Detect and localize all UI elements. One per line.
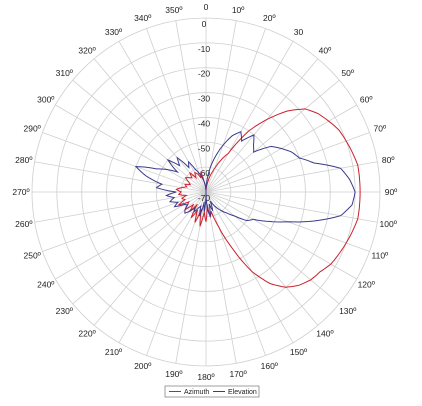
grid-spoke-300 — [55, 104, 207, 193]
series-line-elevation — [134, 131, 356, 223]
angle-label-290: 290º — [24, 124, 41, 134]
radial-tick-labels: 0 -10 -20 -30 -40 -50 -60 -70 — [198, 19, 211, 203]
radial-label-7: -70 — [198, 193, 211, 203]
angle-label-340: 340º — [134, 13, 151, 23]
legend-box — [164, 385, 260, 398]
angle-label-190: 190º — [165, 369, 182, 379]
legend-label-elevation: Elevation — [228, 389, 257, 396]
angle-label-80: 80º — [382, 155, 395, 165]
angle-label-140: 140º — [316, 329, 333, 339]
grid-spoke-220 — [93, 191, 207, 326]
angle-label-100: 100º — [380, 219, 397, 229]
series-line-azimuth — [175, 108, 361, 288]
grid-spoke-10 — [205, 20, 237, 193]
angle-label-160: 160º — [261, 361, 278, 371]
grid-spoke-230 — [72, 191, 207, 305]
grid-spoke-100 — [205, 191, 378, 223]
grid-spoke-260 — [34, 191, 207, 223]
angle-label-330: 330º — [105, 27, 122, 37]
grid-spoke-340 — [146, 28, 207, 193]
angle-label-180: 180º — [197, 372, 214, 382]
angle-label-220: 220º — [78, 329, 95, 339]
radial-label-4: -40 — [198, 118, 211, 128]
radial-label-5: -50 — [198, 143, 211, 153]
angle-label-310: 310º — [56, 68, 73, 78]
angle-label-120: 120º — [358, 280, 375, 290]
polar-grid — [31, 17, 381, 367]
angular-tick-labels: 0 10º 20º 30 40º 50º 60º 70º 80º 90º 100º 110º 120º 1… — [12, 2, 397, 382]
radial-label-0: 0 — [202, 19, 207, 29]
angle-label-40: 40º — [319, 45, 332, 55]
angle-label-280: 280º — [15, 155, 32, 165]
grid-spoke-310 — [72, 79, 207, 193]
radial-label-2: -20 — [198, 69, 211, 79]
legend-label-azimuth: Azimuth — [184, 389, 209, 396]
grid-spoke-200 — [146, 191, 207, 356]
angle-label-150: 150º — [290, 347, 307, 357]
angle-label-300: 300º — [37, 95, 54, 105]
grid-spoke-20 — [205, 28, 266, 193]
angle-label-90: 90º — [385, 187, 398, 197]
angle-label-250: 250º — [24, 250, 41, 260]
legend: Azimuth Elevation — [164, 385, 260, 398]
angle-label-20: 20º — [263, 13, 276, 23]
grid-spoke-30 — [205, 41, 294, 193]
grid-spoke-70 — [205, 132, 370, 193]
grid-spoke-120 — [205, 191, 357, 280]
angle-label-110: 110º — [372, 250, 389, 260]
grid-spoke-280 — [34, 161, 207, 193]
grid-spoke-240 — [55, 191, 207, 280]
grid-spoke-150 — [205, 191, 294, 343]
angle-label-170: 170º — [229, 369, 246, 379]
grid-spoke-130 — [205, 191, 340, 305]
grid-spoke-290 — [42, 132, 207, 193]
angle-label-70: 70º — [374, 124, 387, 134]
grid-spoke-50 — [205, 79, 340, 193]
angle-label-130: 130º — [339, 306, 356, 316]
radial-label-1: -10 — [198, 44, 211, 54]
angle-label-240: 240º — [37, 280, 54, 290]
grid-spoke-80 — [205, 161, 378, 193]
grid-spoke-320 — [93, 58, 207, 193]
grid-spoke-170 — [205, 191, 237, 364]
angle-label-350: 350º — [165, 5, 182, 15]
angle-label-260: 260º — [15, 219, 32, 229]
grid-spoke-330 — [118, 41, 207, 193]
angle-label-30: 30 — [294, 27, 304, 37]
radial-label-6: -60 — [198, 168, 211, 178]
angle-label-10: 10º — [232, 5, 245, 15]
angle-label-270: 270º — [12, 187, 29, 197]
angle-label-210: 210º — [105, 347, 122, 357]
grid-spoke-350 — [175, 20, 207, 193]
angle-label-230: 230º — [56, 306, 73, 316]
grid-spoke-190 — [175, 191, 207, 364]
grid-spoke-160 — [205, 191, 266, 356]
grid-spoke-140 — [205, 191, 319, 326]
angle-label-320: 320º — [78, 45, 95, 55]
series-lines — [134, 108, 361, 288]
radial-label-3: -30 — [198, 94, 211, 104]
grid-spoke-40 — [205, 58, 319, 193]
angle-label-200: 200º — [134, 361, 151, 371]
angle-label-50: 50º — [341, 68, 354, 78]
angle-label-0: 0 — [204, 2, 209, 12]
angle-label-60: 60º — [360, 95, 373, 105]
